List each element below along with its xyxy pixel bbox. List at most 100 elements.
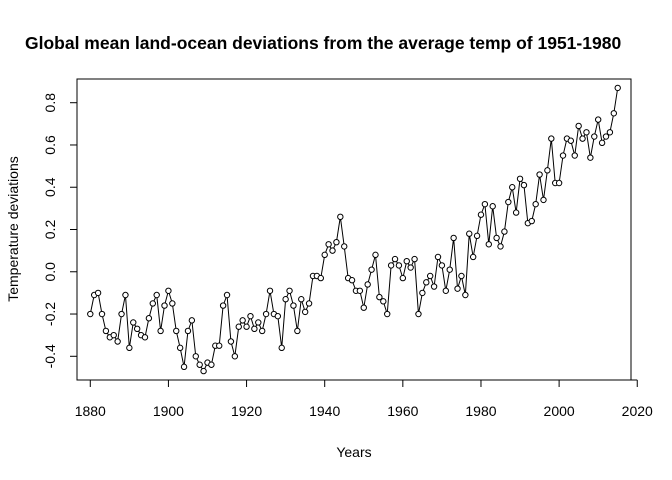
- data-point: [614, 84, 621, 92]
- data-point: [227, 338, 235, 345]
- data-point: [110, 331, 117, 339]
- data-point: [219, 302, 227, 309]
- data-point: [536, 171, 543, 178]
- data-point: [426, 272, 434, 280]
- data-point: [176, 344, 184, 352]
- data-point: [255, 319, 262, 326]
- data-point: [208, 361, 215, 368]
- data-point: [528, 217, 535, 225]
- data-point: [423, 279, 430, 286]
- data-point: [192, 353, 199, 360]
- data-point: [102, 327, 110, 335]
- data-point: [258, 327, 266, 335]
- data-point: [520, 181, 528, 189]
- data-point: [598, 139, 606, 147]
- plot-frame: [76, 78, 632, 381]
- data-point: [130, 319, 137, 326]
- data-point: [286, 287, 293, 294]
- data-point: [348, 277, 356, 284]
- data-point: [243, 323, 250, 330]
- data-point: [384, 310, 391, 318]
- data-point: [223, 291, 231, 299]
- data-point: [356, 287, 364, 294]
- data-point: [247, 312, 254, 320]
- data-point: [165, 287, 172, 294]
- data-point: [376, 293, 383, 301]
- data-point: [321, 251, 328, 259]
- data-point: [501, 228, 508, 235]
- data-point: [505, 198, 512, 206]
- data-point: [438, 262, 446, 269]
- data-point: [305, 300, 313, 307]
- data-point: [231, 353, 239, 360]
- data-point: [114, 338, 121, 345]
- data-point: [87, 310, 94, 318]
- y-tick-label: -0.4: [42, 344, 58, 368]
- data-point: [94, 289, 102, 297]
- data-point: [266, 287, 274, 294]
- data-point: [380, 298, 387, 305]
- data-point: [419, 289, 426, 297]
- data-point: [544, 167, 551, 174]
- y-tick-label: 0.4: [42, 177, 58, 197]
- data-point: [516, 175, 524, 182]
- data-point: [399, 274, 407, 282]
- data-point: [454, 285, 461, 292]
- x-tick-label: 2020: [622, 403, 653, 419]
- data-point: [532, 200, 539, 208]
- data-point: [446, 266, 453, 273]
- data-point: [477, 211, 485, 218]
- x-tick-label: 1940: [309, 403, 340, 419]
- data-point: [497, 243, 504, 250]
- data-point: [133, 325, 141, 333]
- x-tick-label: 1960: [387, 403, 418, 419]
- data-point: [450, 234, 457, 242]
- data-point: [98, 310, 106, 318]
- data-point: [591, 133, 598, 140]
- data-point: [485, 241, 492, 248]
- x-axis: 1880 1900 1920 1940 1960 1980 2000 2020: [75, 379, 653, 419]
- data-point: [509, 184, 516, 191]
- data-point: [337, 213, 344, 221]
- data-point: [610, 110, 618, 117]
- data-point: [235, 323, 242, 330]
- data-point: [173, 327, 180, 335]
- data-point: [512, 209, 520, 216]
- data-point: [407, 264, 414, 271]
- y-tick-label: 0.2: [42, 220, 58, 240]
- y-tick-label: -0.2: [42, 302, 58, 326]
- data-point: [548, 135, 555, 142]
- data-points: [87, 84, 621, 375]
- data-point: [118, 310, 125, 318]
- data-point: [481, 200, 489, 208]
- data-point: [368, 266, 375, 273]
- data-point: [602, 133, 610, 140]
- x-tick-label: 1920: [231, 403, 262, 419]
- y-axis-label: Temperature deviations: [5, 156, 21, 302]
- data-point: [196, 361, 203, 368]
- data-point: [157, 327, 164, 335]
- data-point: [341, 243, 348, 250]
- data-point: [469, 253, 477, 261]
- data-point: [372, 251, 379, 259]
- x-tick-label: 1900: [153, 403, 184, 419]
- data-point: [579, 135, 586, 142]
- data-point: [434, 253, 442, 261]
- y-axis: -0.4 -0.2 0.0 0.2 0.4 0.6 0.8: [42, 93, 78, 368]
- y-tick-label: 0.0: [42, 262, 58, 282]
- data-point: [333, 238, 340, 246]
- data-point: [141, 334, 149, 341]
- x-tick-label: 1980: [465, 403, 496, 419]
- data-point: [278, 344, 285, 352]
- data-point: [415, 310, 422, 318]
- data-point: [458, 272, 465, 280]
- data-point: [274, 312, 282, 320]
- data-point: [145, 315, 153, 322]
- data-point: [466, 230, 473, 237]
- data-point: [126, 344, 133, 352]
- data-point: [387, 262, 395, 269]
- y-tick-label: 0.6: [42, 135, 58, 155]
- data-point: [282, 296, 289, 303]
- data-point: [489, 203, 496, 210]
- data-point: [184, 327, 192, 335]
